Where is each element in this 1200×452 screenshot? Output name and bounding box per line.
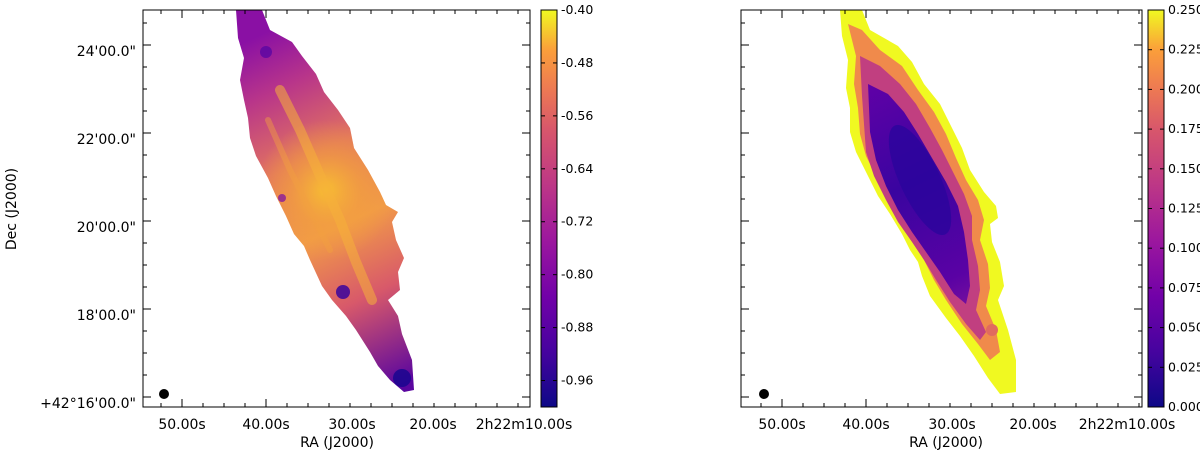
- colorbar-tick-label: -0.40: [561, 2, 593, 17]
- colorbar-tick-label: 0.225: [1168, 42, 1200, 57]
- colorbar-tick-label: 0.100: [1168, 240, 1200, 255]
- colorbar-tick-label: 0.150: [1168, 161, 1200, 176]
- colorbar: [540, 9, 558, 408]
- y-tick-label: 20'00.0": [77, 220, 136, 236]
- colorbar-tick-label: -0.72: [561, 214, 593, 229]
- x-tick-label: 40.00s: [242, 417, 289, 433]
- colorbar-ticks: 0.000 0.025 0.050 0.075 0.100 0.125 0.150 0.175…: [1148, 2, 1200, 414]
- y-tick-label: 22'00.0": [77, 132, 136, 148]
- x-tick-label: 40.00s: [842, 417, 889, 433]
- x-tick-label: 2h22m10.00s: [476, 417, 573, 433]
- colorbar-tick-label: 0.075: [1168, 280, 1200, 295]
- colorbar-tick-label: 0.025: [1168, 359, 1200, 374]
- x-tick-label: 50.00s: [158, 417, 205, 433]
- panel-spectral-index-error: 50.00s 40.00s 30.00s 20.00s 2h22m10.00s …: [740, 2, 1200, 451]
- x-axis-ticks: [760, 10, 1140, 407]
- colorbar-tick-label: -0.80: [561, 267, 593, 282]
- colorbar-tick-label: -0.56: [561, 108, 593, 123]
- colorbar-tick-label: 0.125: [1168, 201, 1200, 216]
- plot-frame: [142, 9, 531, 408]
- x-tick-label: 30.00s: [328, 417, 375, 433]
- colorbar-ticks: -0.96 -0.88 -0.80 -0.72 -0.64 -0.56 -0.48 -0.40: [541, 2, 593, 388]
- x-tick-label: 30.00s: [928, 417, 975, 433]
- y-tick-label: 18'00.0": [77, 308, 136, 324]
- x-axis-ticks: [160, 10, 519, 407]
- colorbar-tick-label: -0.88: [561, 320, 593, 335]
- colorbar-tick-label: -0.48: [561, 55, 593, 70]
- colorbar-tick-label: 0.000: [1168, 399, 1200, 414]
- colorbar-tick-label: 0.175: [1168, 121, 1200, 136]
- x-tick-label: 20.00s: [409, 417, 456, 433]
- y-axis-ticks: [741, 22, 1142, 398]
- y-tick-label: +42°16'00.0": [40, 396, 136, 412]
- colorbar-tick-label: 0.050: [1168, 320, 1200, 335]
- y-axis-ticks: [143, 22, 530, 398]
- colorbar-tick-label: -0.64: [561, 161, 593, 176]
- x-tick-label: 50.00s: [758, 417, 805, 433]
- x-tick-label: 20.00s: [1009, 417, 1056, 433]
- beam-marker: [759, 389, 769, 399]
- colorbar-tick-label: -0.96: [561, 373, 593, 388]
- y-tick-label: 24'00.0": [77, 44, 136, 60]
- image-error-map: [840, 10, 1016, 394]
- x-tick-label: 2h22m10.00s: [1079, 417, 1176, 433]
- x-axis-title: RA (J2000): [909, 435, 983, 451]
- colorbar-tick-label: 0.250: [1168, 2, 1200, 17]
- panel-spectral-index: 50.00s 40.00s 30.00s 20.00s 2h22m10.00s …: [4, 2, 593, 451]
- y-axis-title: Dec (J2000): [4, 168, 20, 250]
- colorbar-tick-label: 0.200: [1168, 81, 1200, 96]
- x-axis-title: RA (J2000): [300, 435, 374, 451]
- beam-marker: [159, 389, 169, 399]
- plot-frame: [740, 9, 1143, 408]
- image-spectral-index: [236, 10, 414, 392]
